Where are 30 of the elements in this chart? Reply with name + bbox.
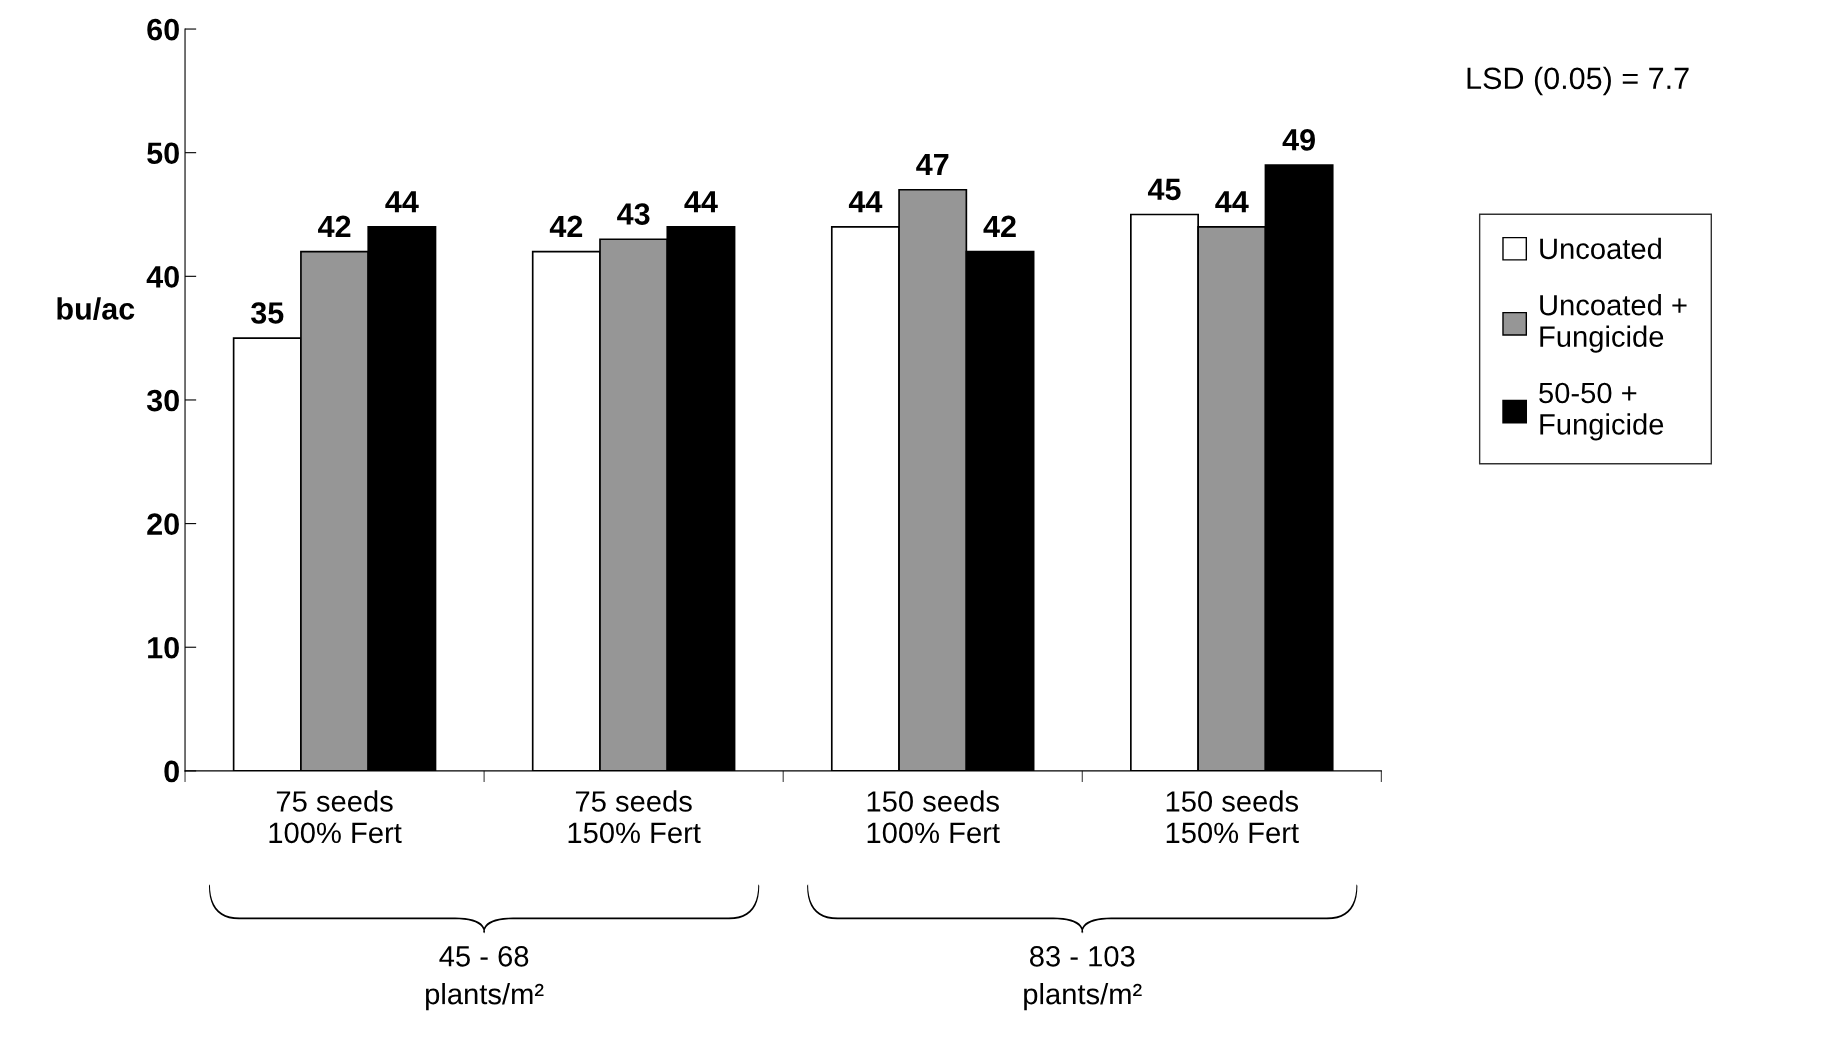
data-label: 42 — [983, 215, 1016, 237]
text: 83 - 103 plants/m² — [1024, 945, 1142, 1011]
x-tick-label: 75 seeds 100% Fert — [269, 790, 402, 844]
y-tick-label: 50 — [147, 142, 179, 165]
y-axis-title: bu/ac — [57, 297, 135, 321]
data-label: 44 — [684, 191, 718, 213]
data-label: 35 — [250, 302, 284, 324]
y-tick-label: 0 — [164, 760, 179, 783]
y-tick-label: 60 — [147, 18, 179, 41]
data-label: 43 — [617, 203, 650, 225]
data-label: 42 — [549, 215, 583, 237]
text: 45 - 68 plants/m² — [426, 945, 544, 1011]
text: LSD (0.05) = 7.7 — [1467, 66, 1689, 96]
data-label: 45 — [1147, 178, 1181, 201]
data-label: 47 — [916, 154, 949, 176]
y-tick-label: 40 — [146, 266, 179, 288]
y-tick-label: 30 — [146, 389, 179, 412]
data-label: 49 — [1282, 129, 1315, 151]
legend-label: Uncoated — [1540, 237, 1661, 260]
data-label: 42 — [318, 215, 351, 237]
data-label: 44 — [848, 191, 883, 213]
y-tick-label: 10 — [148, 636, 179, 659]
x-tick-label: 150 seeds 100% Fert — [867, 790, 1000, 844]
x-tick-label: 150 seeds 150% Fert — [1166, 790, 1299, 844]
legend-label: 50-50 + Fungicide — [1539, 382, 1664, 441]
y-tick-label: 20 — [147, 513, 179, 535]
data-label: 44 — [1215, 191, 1249, 213]
legend-label: Uncoated + Fungicide — [1540, 294, 1687, 353]
data-label: 44 — [385, 191, 419, 213]
x-tick-label: 75 seeds 150% Fert — [568, 790, 701, 844]
